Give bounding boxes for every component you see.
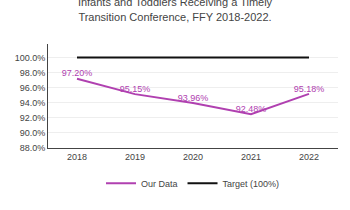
svg-text:Our Data: Our Data [141,179,178,189]
svg-text:95.15%: 95.15% [120,84,151,94]
svg-text:2020: 2020 [183,152,203,162]
svg-text:98.0%: 98.0% [20,68,46,78]
svg-text:96.0%: 96.0% [20,83,46,93]
svg-text:90.0%: 90.0% [20,128,46,138]
svg-text:88.0%: 88.0% [20,143,46,153]
svg-text:Target (100%): Target (100%) [223,179,280,189]
svg-text:2019: 2019 [125,152,145,162]
svg-text:92.48%: 92.48% [236,104,267,114]
svg-text:2021: 2021 [241,152,261,162]
svg-text:Infants and Toddlers Receiving: Infants and Toddlers Receiving a TimelyT… [78,0,273,23]
svg-text:94.0%: 94.0% [20,98,46,108]
svg-text:97.20%: 97.20% [62,68,93,78]
svg-text:92.0%: 92.0% [20,113,46,123]
svg-text:93.96%: 93.96% [178,93,209,103]
svg-text:2022: 2022 [299,152,319,162]
svg-text:95.18%: 95.18% [294,84,325,94]
svg-text:2018: 2018 [67,152,87,162]
svg-text:100.0%: 100.0% [15,53,46,63]
